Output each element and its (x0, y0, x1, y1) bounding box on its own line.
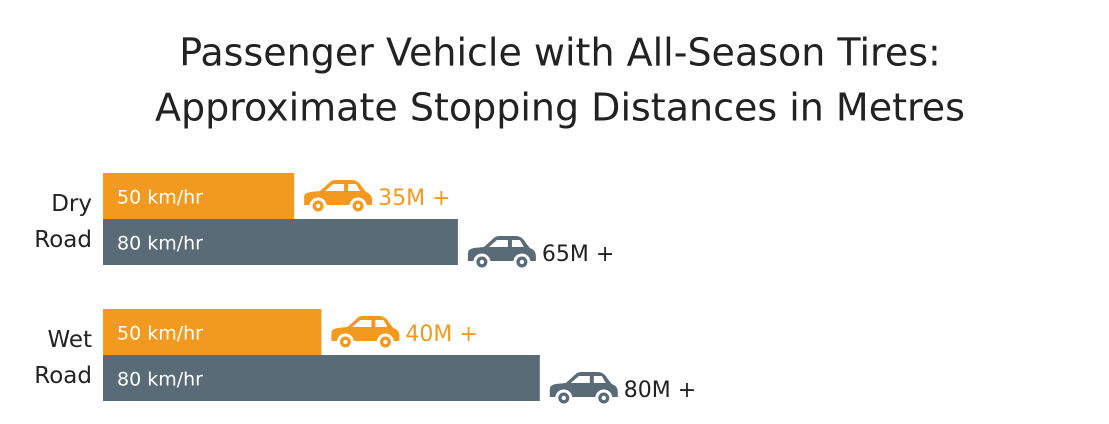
car-hub (479, 259, 485, 265)
car-hub (315, 203, 321, 209)
series-label: 80 km/hr (117, 233, 203, 255)
car-window (348, 184, 361, 191)
car-window (570, 376, 590, 383)
value-label: 40M + (405, 322, 477, 347)
bar (103, 355, 540, 401)
bar (103, 219, 458, 265)
car-window (375, 320, 388, 327)
value-label: 80M + (624, 378, 696, 403)
bar (103, 309, 322, 355)
car-hub (383, 339, 388, 345)
chart-title: Approximate Stopping Distances in Metres (155, 86, 965, 130)
car-window (593, 376, 606, 383)
car-icon (549, 372, 618, 407)
series-label: 50 km/hr (117, 187, 203, 209)
category-label: Dry Road (34, 191, 92, 253)
car-icon (304, 180, 373, 215)
car-window (511, 240, 524, 247)
bar (103, 173, 295, 219)
category-label: Wet Road (34, 327, 92, 389)
car-hub (355, 203, 361, 209)
chart-title: Passenger Vehicle with All-Season Tires: (179, 31, 941, 75)
value-label: 35M + (378, 186, 450, 211)
series-label: 80 km/hr (117, 369, 203, 391)
car-icon (467, 236, 536, 271)
car-hub (519, 259, 525, 265)
car-hub (343, 339, 348, 345)
car-icon (331, 316, 400, 351)
car-hub (601, 395, 606, 401)
car-window (352, 320, 372, 327)
car-window (488, 240, 508, 247)
car-window (325, 184, 345, 191)
car-hub (561, 395, 566, 401)
series-label: 50 km/hr (117, 323, 203, 345)
value-label: 65M + (542, 242, 614, 267)
